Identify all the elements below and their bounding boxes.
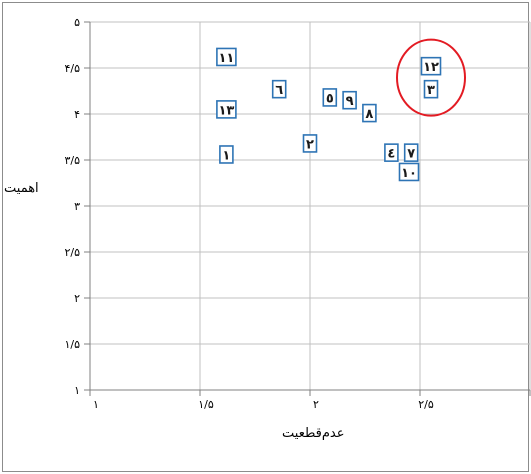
point-label: ۱۲	[423, 60, 439, 75]
y-tick-label: ۲/۵	[64, 246, 80, 259]
highlight-circle	[396, 38, 466, 117]
point-label: ۷	[407, 147, 415, 162]
y-tick-label: ۱	[74, 384, 80, 397]
point-marker	[322, 88, 338, 107]
point-marker	[423, 79, 439, 99]
point-label: ۹	[346, 94, 354, 109]
point-marker	[362, 103, 377, 123]
x-tick-label: ۱	[93, 398, 99, 411]
point-label: ۲	[306, 137, 314, 152]
y-axis-label: اهمیت	[4, 181, 39, 196]
x-tick-label: ۲	[313, 398, 319, 411]
point-label: ۱۱	[218, 51, 234, 66]
point-label: ٤	[387, 147, 395, 162]
point-marker	[216, 47, 237, 67]
point-marker	[302, 134, 318, 153]
x-tick-label: ۲/۵	[418, 398, 434, 411]
y-tick-label: ۵	[74, 16, 80, 29]
point-label: ۳	[427, 83, 435, 98]
point-marker	[271, 79, 287, 99]
point-marker	[403, 143, 419, 162]
point-marker	[216, 100, 237, 119]
point-label: ۸	[365, 107, 373, 122]
point-label: ۱	[222, 148, 230, 163]
point-marker	[398, 162, 420, 182]
point-label: ۱۳	[218, 103, 234, 118]
point-marker	[420, 56, 442, 76]
y-tick-label: ۳	[74, 200, 80, 213]
point-label: ٥	[326, 91, 334, 106]
point-marker	[219, 145, 234, 164]
point-label: ٦	[275, 83, 283, 98]
point-marker	[384, 143, 399, 162]
y-tick-label: ۱/۵	[64, 338, 80, 351]
x-axis-label: عدم‌قطعیت	[282, 426, 345, 441]
y-tick-label: ۳/۵	[64, 154, 80, 167]
y-tick-label: ۲	[74, 292, 80, 305]
point-marker	[342, 90, 357, 110]
point-label: ۱۰	[401, 166, 417, 181]
x-tick-label: ۱/۵	[198, 398, 214, 411]
y-tick-label: ۴	[74, 108, 80, 121]
y-tick-label: ۴/۵	[64, 62, 80, 75]
